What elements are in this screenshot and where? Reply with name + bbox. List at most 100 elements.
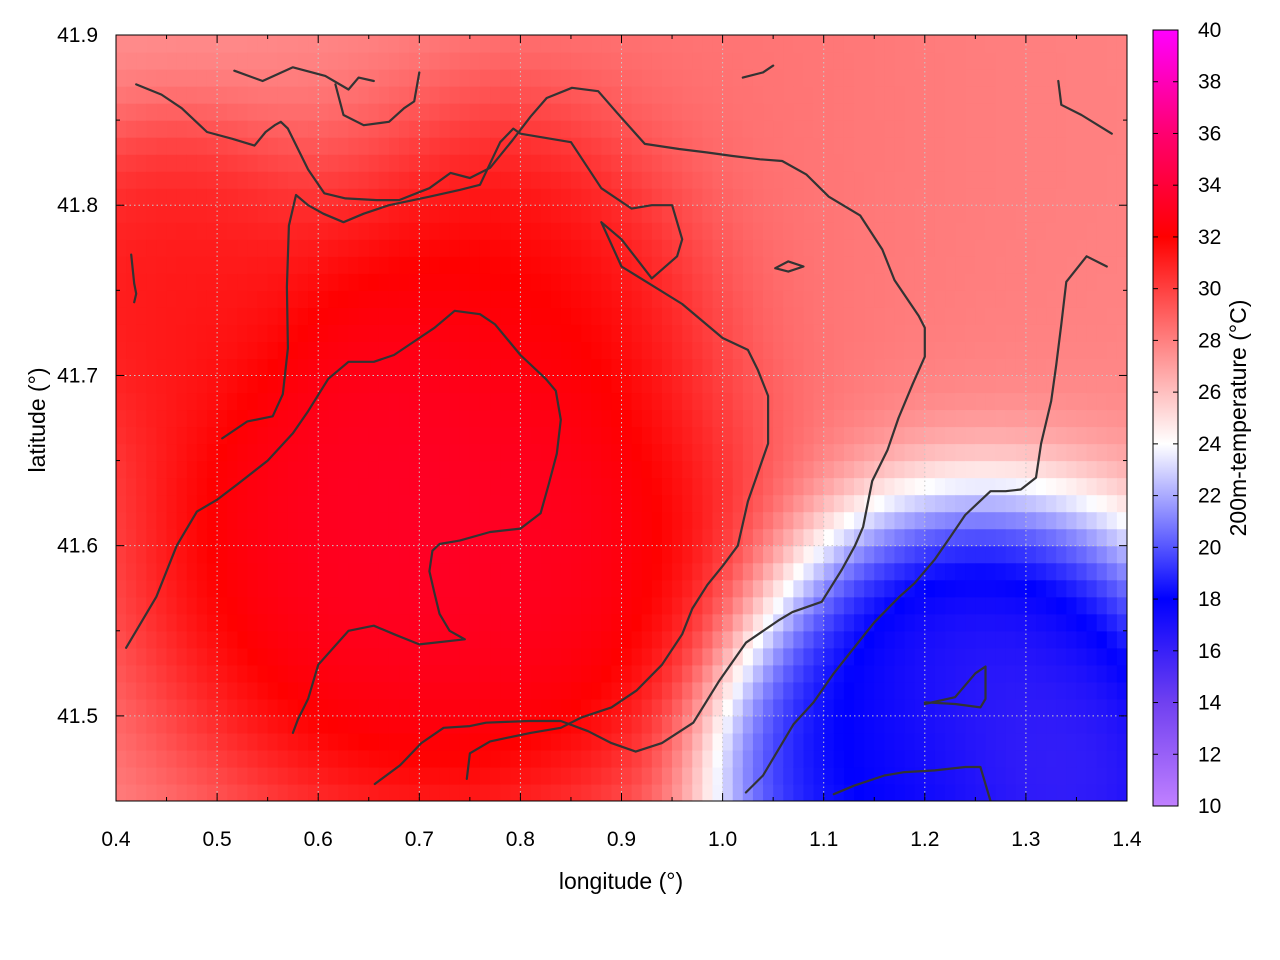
heat-cell xyxy=(1046,239,1057,257)
heat-cell xyxy=(1036,154,1047,172)
heat-cell xyxy=(388,222,400,240)
heat-cell xyxy=(459,494,471,513)
heat-cell xyxy=(641,69,653,87)
heat-cell xyxy=(874,290,885,308)
heat-cell xyxy=(146,35,158,53)
heat-cell xyxy=(924,494,936,513)
heat-cell xyxy=(500,426,511,445)
heat-cell xyxy=(712,35,724,53)
heat-cell xyxy=(864,494,875,513)
heat-cell xyxy=(1096,69,1108,87)
heat-cell xyxy=(692,630,703,649)
heat-cell xyxy=(1116,783,1127,801)
heat-cell xyxy=(338,477,350,496)
heat-cell xyxy=(732,698,744,717)
heat-cell xyxy=(1096,273,1108,291)
heat-cell xyxy=(196,239,208,257)
heat-cell xyxy=(206,103,218,121)
heat-cell xyxy=(186,409,198,428)
heat-cell xyxy=(186,171,198,189)
heat-cell xyxy=(560,358,572,377)
heat-cell xyxy=(1106,171,1118,189)
heat-cell xyxy=(510,239,521,257)
heat-cell xyxy=(196,630,208,649)
heat-cell xyxy=(742,528,754,547)
heat-cell xyxy=(560,307,572,325)
heat-cell xyxy=(934,698,946,717)
heat-cell xyxy=(479,52,491,70)
heat-cell xyxy=(206,120,218,138)
heat-cell xyxy=(581,154,592,172)
heat-cell xyxy=(156,783,168,801)
heat-cell xyxy=(287,579,299,598)
heat-cell xyxy=(530,596,542,615)
heat-cell xyxy=(540,715,552,734)
heat-cell xyxy=(308,256,319,274)
heat-cell xyxy=(854,545,865,564)
heat-cell xyxy=(449,69,461,87)
heat-cell xyxy=(297,783,309,801)
heat-cell xyxy=(1025,715,1037,734)
heat-cell xyxy=(267,749,279,768)
heat-cell xyxy=(146,579,158,598)
heat-cell xyxy=(570,239,582,257)
heat-cell xyxy=(540,86,552,104)
heat-cell xyxy=(358,171,370,189)
heat-cell xyxy=(854,154,865,172)
heat-cell xyxy=(439,35,451,53)
heat-cell xyxy=(783,477,794,496)
heat-cell xyxy=(419,613,431,632)
heat-cell xyxy=(459,426,471,445)
heat-cell xyxy=(763,732,774,751)
heat-cell xyxy=(186,664,198,683)
heat-cell xyxy=(621,562,633,581)
heat-cell xyxy=(763,562,774,581)
heat-cell xyxy=(176,698,188,717)
heat-cell xyxy=(247,205,259,223)
heat-cell xyxy=(682,154,693,172)
heat-cell xyxy=(257,256,269,274)
heat-cell xyxy=(318,426,329,445)
heat-cell xyxy=(752,664,764,683)
heat-cell xyxy=(854,579,865,598)
heat-cell xyxy=(995,596,1007,615)
heat-cell xyxy=(156,426,168,445)
heat-cell xyxy=(530,783,542,801)
heat-cell xyxy=(318,494,329,513)
heat-cell xyxy=(1066,154,1078,172)
heat-cell xyxy=(419,52,431,70)
heat-cell xyxy=(813,290,825,308)
heat-cell xyxy=(1096,205,1108,223)
heat-cell xyxy=(1046,290,1057,308)
heat-cell xyxy=(661,154,673,172)
heat-cell xyxy=(318,103,329,121)
heat-cell xyxy=(1015,392,1027,411)
heat-cell xyxy=(388,681,400,700)
heat-cell xyxy=(813,783,825,801)
heat-cell xyxy=(874,426,885,445)
heat-cell xyxy=(510,477,521,496)
heat-cell xyxy=(631,630,643,649)
grid-lines xyxy=(116,35,1127,801)
heat-cell xyxy=(955,749,966,768)
heat-cell xyxy=(1066,324,1078,342)
heat-cell xyxy=(601,52,612,70)
heat-cell xyxy=(843,494,855,513)
heat-cell xyxy=(217,664,228,683)
heat-cell xyxy=(742,511,754,530)
heat-cell xyxy=(126,460,137,479)
heat-cell xyxy=(338,664,350,683)
heat-cell xyxy=(267,698,279,717)
heat-cell xyxy=(166,307,178,325)
heat-cell xyxy=(1036,766,1047,785)
heat-cell xyxy=(611,681,623,700)
heat-cell xyxy=(601,477,612,496)
heat-cell xyxy=(136,681,147,700)
heat-cell xyxy=(378,324,390,342)
heat-cell xyxy=(965,664,976,683)
heat-cell xyxy=(854,715,865,734)
heat-cell xyxy=(520,715,532,734)
heat-cell xyxy=(763,120,774,138)
heat-cell xyxy=(490,120,501,138)
heat-cell xyxy=(1096,528,1108,547)
